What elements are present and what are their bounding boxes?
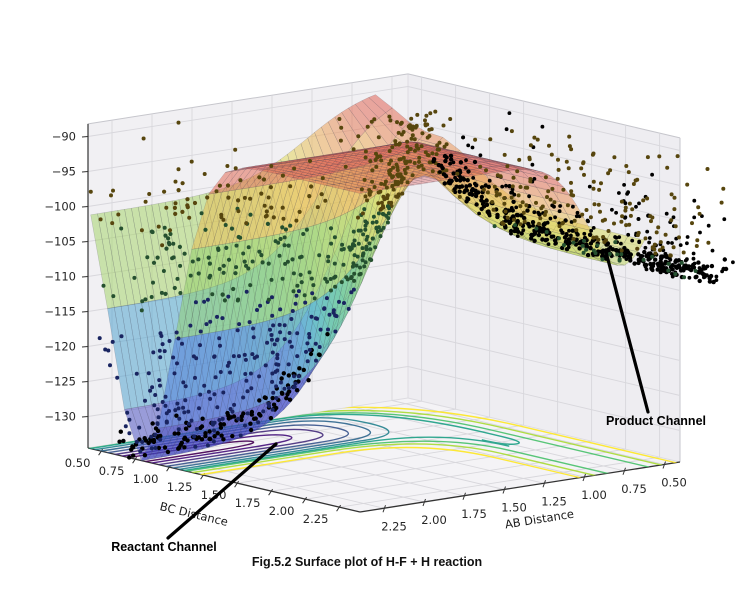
product-channel-label: Product Channel — [606, 414, 706, 428]
reactant-channel-label: Reactant Channel — [111, 540, 217, 554]
product-channel-pointer-line — [604, 250, 650, 414]
ab-axis-tick-labels: 2.25 2.00 1.75 1.50 1.25 1.00 0.75 0.50 — [381, 476, 687, 534]
ab-tick-label: 2.25 — [381, 519, 407, 533]
z-tick-label: −110 — [44, 270, 76, 284]
z-tick-label: −125 — [44, 375, 76, 389]
plot-render-root: −90 −95 −100 −105 −110 −115 −120 −125 −130 0.50 0.… — [44, 73, 735, 534]
bc-tick-label: 0.75 — [99, 464, 125, 478]
ab-tick-label: 1.75 — [461, 507, 487, 521]
bc-tick-label: 1.00 — [133, 472, 159, 486]
ab-tick-label: 0.75 — [621, 482, 647, 496]
z-tick-label: −95 — [52, 165, 76, 179]
ab-tick-label: 1.25 — [541, 494, 567, 508]
bc-tick-label: 0.50 — [65, 456, 91, 470]
z-tick-label: −120 — [44, 340, 76, 354]
bc-tick-label: 1.75 — [235, 496, 261, 510]
z-tick-label: −115 — [44, 305, 76, 319]
bc-tick-label: 2.25 — [303, 512, 329, 526]
figure-caption: Fig.5.2 Surface plot of H-F + H reaction — [252, 555, 482, 569]
z-tick-label: −105 — [44, 235, 76, 249]
trajectory-scatter — [88, 109, 735, 460]
ab-tick-label: 0.50 — [661, 476, 687, 490]
z-tick-label: −100 — [44, 200, 76, 214]
z-axis-tick-labels: −90 −95 −100 −105 −110 −115 −120 −125 −130 — [44, 130, 76, 424]
z-tick-label: −130 — [44, 410, 76, 424]
bc-axis-tick-labels: 0.500.751.001.251.501.752.002.25 — [65, 456, 329, 526]
bc-tick-label: 1.25 — [167, 480, 193, 494]
reactant-channel-pointer-line — [166, 442, 278, 540]
ab-tick-label: 1.50 — [501, 501, 527, 515]
ab-tick-label: 2.00 — [421, 513, 447, 527]
ab-tick-label: 1.00 — [581, 488, 607, 502]
bc-tick-label: 2.00 — [269, 504, 295, 518]
annotation-layer: Reactant Channel Product Channel Fig.5.2… — [111, 250, 706, 569]
z-tick-label: −90 — [52, 130, 76, 144]
